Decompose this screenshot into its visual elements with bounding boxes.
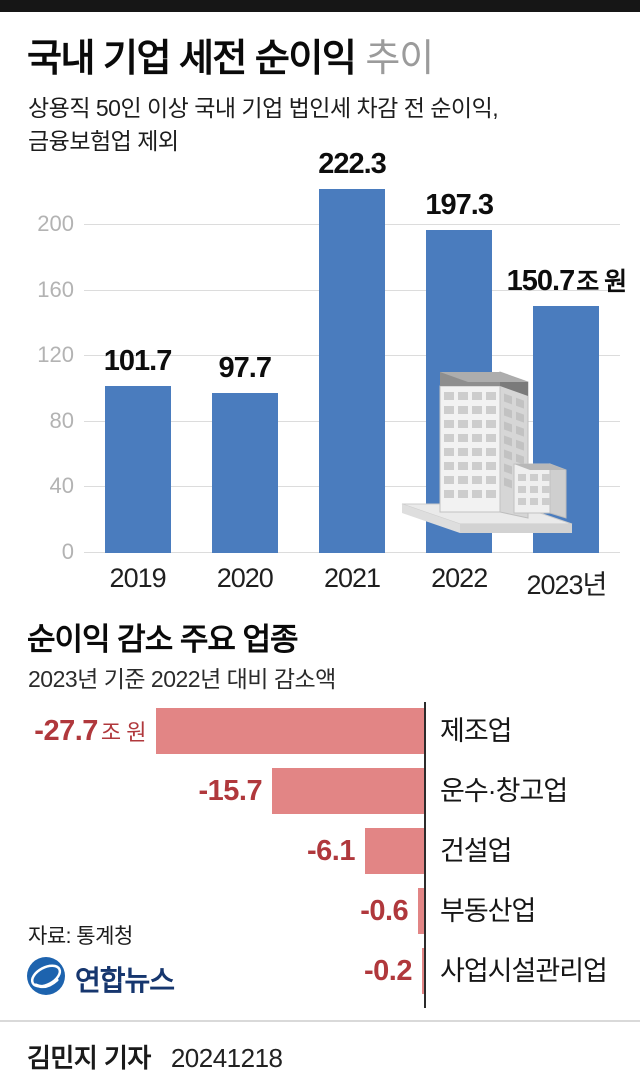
decline-value-label: -0.6 [360,894,409,927]
source-note: 자료: 통계청 [28,925,133,948]
decline-category-label: 사업시설관리업 [440,956,608,986]
y-axis-tick-label: 200 [37,211,74,237]
yonhap-globe-icon [26,956,66,1001]
decline-bar-부동산업 [418,888,424,934]
decline-category-label: 부동산업 [440,896,536,926]
chart-description-line1: 상용직 50인 이상 국내 기업 법인세 차감 전 순이익, [28,95,499,121]
yonhap-logo: 연합뉴스 [26,956,175,1001]
decline-bar-운수·창고업 [272,768,424,814]
x-axis-label: 2023년 [526,570,607,600]
footer-divider [0,1020,640,1022]
building-icon [401,371,573,533]
decline-axis-line [424,702,426,1008]
x-axis-label: 2022 [431,563,488,593]
byline: 김민지 기자 20241218 [27,1038,283,1075]
x-axis-label: 2020 [216,563,274,593]
y-axis-tick-label: 80 [49,407,74,433]
x-axis-label: 2021 [323,563,381,593]
pretax-profit-bar-chart: 0 40 80 120 160 200 101.7 2019 97.7 2020 222.3 2021… [0,147,640,605]
decline-bar-사업시설관리업 [422,948,424,994]
page-title: 국내 기업 세전 순이익 추이 [27,27,434,82]
bar-value-label: 97.7 [218,351,272,384]
decline-category-label: 운수·창고업 [440,776,568,806]
y-axis-tick-label: 0 [61,539,74,564]
reporter-name: 김민지 기자 [27,1043,151,1073]
x-axis-label: 2019 [109,563,167,593]
bar-value-label: 101.7 [103,345,173,378]
publish-date: 20241218 [170,1043,283,1073]
y-axis-tick-label: 40 [49,473,74,499]
title-main: 국내 기업 세전 순이익 [27,38,357,80]
chart-description-line2: 금융보험업 제외 [28,128,179,154]
decline-chart: -27.7 조 원 제조업 -15.7 운수·창고업 -6.1 건설업 -0.6 부동산업 -0.… [0,700,640,1012]
bar-value-label: 197.3 [425,188,494,221]
decline-section-subtitle: 2023년 기준 2022년 대비 감소액 [28,666,336,692]
building-illustration [396,346,578,547]
y-axis-tick-label: 160 [37,276,74,302]
decline-value-label: -6.1 [306,834,355,867]
bar-2019 [104,386,171,553]
decline-value-label: -0.2 [364,954,412,987]
decline-value-label: -15.7 [198,774,263,807]
decline-category-label: 건설업 [440,836,513,866]
decline-value-label: -27.7 조 원 [34,714,146,747]
title-light: 추이 [365,38,434,80]
y-axis-tick-label: 120 [37,342,74,368]
top-accent-bar [0,0,640,12]
bar-2021 [319,188,385,553]
decline-bar-제조업 [156,708,424,754]
bar-value-label: 150.7 조 원 [506,264,628,297]
decline-bar-건설업 [364,828,424,874]
decline-category-label: 제조업 [440,716,513,746]
bar-value-label: 222.3 [318,147,387,180]
chart-description: 상용직 50인 이상 국내 기업 법인세 차감 전 순이익, 금융보험업 제외 [28,92,499,158]
yonhap-logo-text: 연합뉴스 [75,964,175,996]
decline-section-title: 순이익 감소 주요 업종 [27,622,299,657]
bar-2020 [211,392,278,553]
